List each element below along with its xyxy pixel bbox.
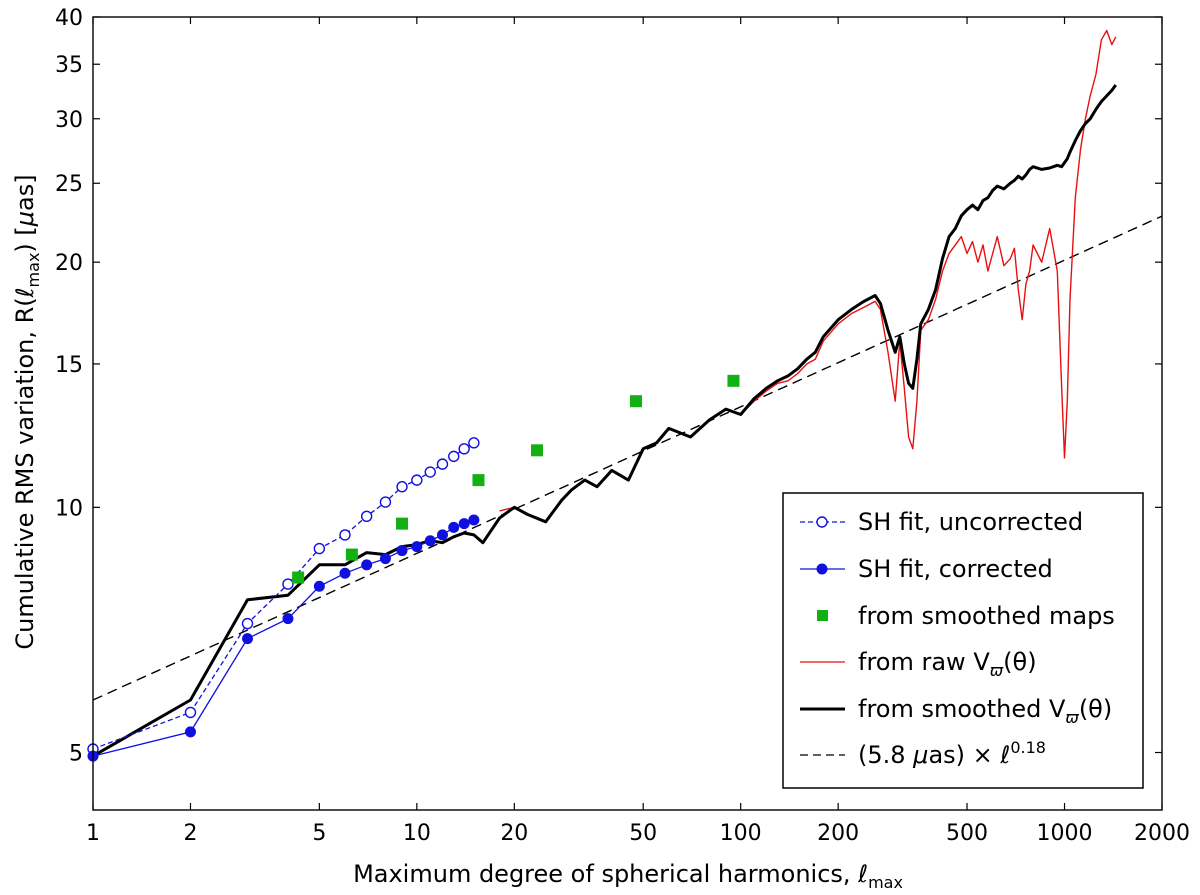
sh-uncorrected-point (424, 466, 436, 478)
sh-uncorrected-point (184, 706, 197, 719)
y-tick-label: 5 (69, 742, 83, 767)
sh-corrected-point (242, 633, 254, 645)
sh-uncorrected-point (339, 529, 351, 541)
y-tick-label: 35 (55, 53, 83, 78)
legend: SH fit, uncorrected SH fit, corrected fr… (782, 492, 1144, 789)
y-axis-title: Cumulative RMS variation, R(ℓmax) [μas] (11, 174, 43, 649)
x-tick-label: 50 (629, 821, 657, 846)
legend-label-power-law: (5.8 μas) × ℓ0.18 (858, 738, 1046, 769)
sh-uncorrected-point (313, 542, 326, 555)
sh-corrected-point (282, 613, 294, 625)
legend-label-raw-v: from raw Vϖ(θ) (858, 648, 1037, 680)
sh-uncorrected-point (448, 450, 460, 463)
sh-corrected-point (361, 559, 373, 571)
legend-item-power-law: (5.8 μas) × ℓ0.18 (800, 738, 1046, 769)
legend-item-smoothed-maps: from smoothed maps (817, 602, 1115, 630)
x-tick-label: 100 (720, 821, 762, 846)
sh-corrected-point (313, 580, 325, 592)
sh-corrected-point (458, 518, 470, 530)
legend-item-smoothed-v: from smoothed Vϖ(θ) (800, 695, 1112, 727)
legend-marker-sh-uncorrected (816, 516, 828, 528)
x-axis-title: Maximum degree of spherical harmonics, ℓ… (353, 860, 903, 892)
smoothed-maps-point (629, 395, 642, 408)
sh-uncorrected-point (458, 443, 470, 455)
legend-label-sh-uncorrected: SH fit, uncorrected (858, 508, 1083, 536)
legend-marker-smoothed-maps (817, 610, 828, 621)
smoothed-maps-point (292, 571, 305, 584)
legend-label-smoothed-v: from smoothed Vϖ(θ) (858, 695, 1112, 727)
sh-corrected-point (396, 545, 408, 557)
legend-label-smoothed-maps: from smoothed maps (858, 602, 1115, 630)
x-tick-label: 20 (500, 821, 528, 846)
sh-uncorrected-point (360, 510, 373, 522)
sh-corrected-point (424, 535, 436, 547)
sh-uncorrected-point (436, 458, 449, 470)
sh-corrected-line (92, 519, 475, 757)
sh-corrected-point (436, 529, 448, 541)
sh-corrected-point (379, 553, 391, 565)
legend-marker-sh-corrected (816, 563, 828, 575)
sh-uncorrected-point (379, 496, 392, 508)
plot-frame (92, 16, 1163, 811)
sh-uncorrected-point (241, 617, 254, 630)
smoothed-v-line (92, 84, 1118, 758)
x-tick-label: 2 (183, 821, 197, 846)
legend-box (782, 492, 1144, 789)
sh-uncorrected-point (411, 474, 423, 486)
sh-corrected-point (411, 541, 423, 553)
sh-corrected-point (448, 521, 460, 533)
smoothed-maps-point (531, 444, 544, 457)
plot-area (87, 29, 1163, 762)
y-tick-label: 10 (55, 496, 83, 521)
x-tick-label: 2000 (1134, 821, 1190, 846)
y-tick-label: 15 (55, 353, 83, 378)
power-law-line (92, 215, 1163, 701)
legend-item-sh-uncorrected: SH fit, uncorrected (800, 508, 1083, 536)
y-tick-label: 40 (55, 6, 83, 31)
legend-item-raw-v: from raw Vϖ(θ) (800, 648, 1037, 680)
sh-uncorrected-point (396, 481, 408, 493)
sh-corrected-point (468, 514, 480, 526)
sh-uncorrected-point (468, 437, 480, 449)
sh-uncorrected-point (282, 578, 294, 590)
smoothed-maps-point (472, 474, 485, 487)
x-tick-label: 5 (312, 821, 326, 846)
x-tick-label: 1 (86, 821, 100, 846)
y-tick-label: 30 (55, 108, 83, 133)
raw-v-line (499, 29, 1117, 523)
x-tick-label: 500 (946, 821, 988, 846)
sh-corrected-point (339, 567, 351, 579)
sh-corrected-point (184, 726, 196, 738)
legend-label-sh-corrected: SH fit, corrected (858, 555, 1053, 583)
y-tick-label: 25 (55, 172, 83, 197)
smoothed-maps-point (727, 374, 740, 387)
legend-item-sh-corrected: SH fit, corrected (800, 555, 1053, 583)
x-tick-label: 1000 (1037, 821, 1093, 846)
axis-ticks: 1 2 5 10 20 50 100 200 500 1000 200051015202530354… (55, 6, 1190, 846)
smoothed-maps-point (396, 517, 409, 530)
x-tick-label: 200 (817, 821, 859, 846)
y-tick-label: 20 (55, 251, 83, 276)
smoothed-maps-point (345, 548, 358, 561)
x-tick-label: 10 (403, 821, 431, 846)
